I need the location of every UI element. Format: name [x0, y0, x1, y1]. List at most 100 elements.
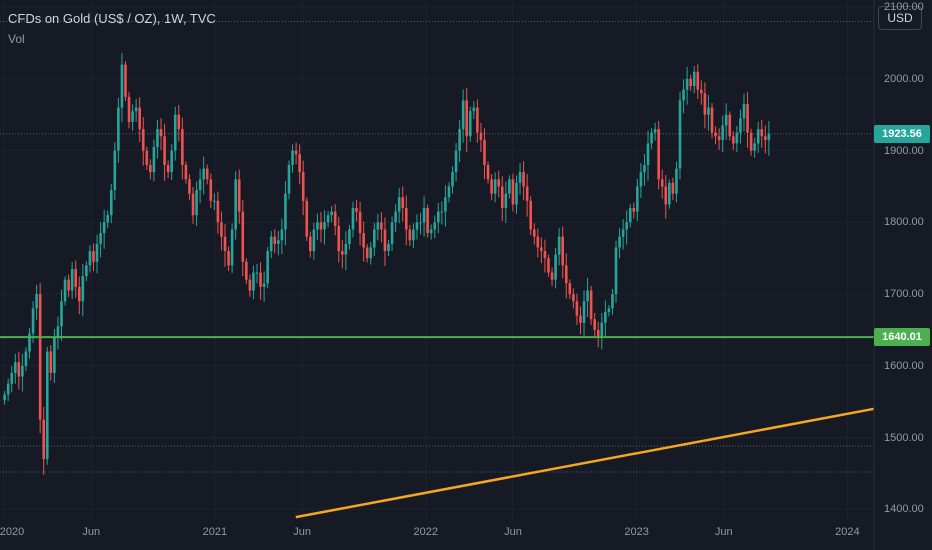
candle-body: [181, 129, 184, 165]
candle-body: [707, 107, 710, 115]
candle-body: [476, 107, 479, 133]
candle-body: [536, 236, 540, 248]
candle-body: [540, 247, 543, 252]
time-tick-label: 2021: [202, 526, 228, 538]
candle-body: [749, 132, 753, 151]
candle-body: [344, 243, 348, 255]
chart-grid: [0, 0, 874, 520]
candle-body: [248, 279, 252, 291]
candle-body: [586, 290, 589, 302]
candle-body: [628, 208, 632, 223]
candle-body: [348, 229, 351, 244]
candle-body: [685, 78, 689, 90]
candle-body: [81, 276, 85, 302]
candle-body: [589, 290, 593, 320]
candle-body: [387, 243, 390, 252]
candle-body: [408, 229, 412, 241]
candle-body: [500, 186, 504, 208]
candle-body: [440, 211, 444, 213]
time-tick-label: 2023: [624, 526, 649, 538]
candle-body: [95, 243, 99, 262]
candle-body: [49, 351, 53, 373]
candle-body: [618, 236, 621, 248]
candle-body: [739, 118, 742, 133]
candle-body: [692, 71, 696, 87]
candle-body: [234, 179, 237, 230]
candle-body: [643, 164, 646, 173]
candle-body: [149, 164, 152, 173]
trend-line[interactable]: [295, 407, 875, 519]
candle-body: [230, 229, 234, 266]
candle-body: [689, 78, 692, 87]
candle-body: [529, 200, 533, 230]
candle-body: [134, 107, 138, 112]
time-tick-label: 2020: [0, 526, 25, 538]
candle-body: [241, 211, 245, 262]
candle-body: [511, 179, 515, 205]
candle-body: [373, 229, 376, 248]
price-tick-label: 1900.00: [884, 144, 924, 157]
candle-body: [60, 301, 63, 327]
candle-body: [355, 208, 358, 212]
price-tick-label: 1600.00: [884, 359, 924, 372]
candle-body: [472, 107, 476, 112]
candle-body: [458, 129, 461, 151]
candle-body: [564, 265, 568, 284]
candle-body: [764, 136, 767, 140]
candle-body: [468, 111, 472, 137]
candle-body: [195, 190, 198, 216]
candle-body: [309, 236, 312, 252]
candle-body: [131, 111, 134, 122]
candle-body: [561, 236, 564, 266]
candle-body: [543, 251, 547, 259]
candle-body: [191, 193, 195, 216]
time-tick-label: Jun: [82, 526, 101, 538]
candle-body: [447, 186, 451, 198]
candle-body: [3, 394, 6, 401]
candle-body: [721, 125, 724, 140]
candle-body: [152, 147, 156, 173]
currency-button[interactable]: USD: [878, 6, 922, 30]
candle-body: [419, 222, 422, 224]
candle-body: [525, 186, 529, 201]
candle-body: [63, 279, 67, 302]
candle-body: [444, 197, 447, 212]
candle-body: [714, 132, 717, 137]
candle-body: [74, 268, 78, 287]
level-price-badge: 1640.01: [874, 328, 930, 347]
candle-body: [422, 208, 426, 223]
candle-body: [42, 419, 46, 460]
volume-label[interactable]: Vol: [8, 32, 25, 46]
candle-body: [220, 222, 223, 237]
candle-body: [678, 100, 682, 169]
candle-body: [294, 150, 298, 155]
candle-body: [483, 139, 486, 165]
candle-body: [45, 351, 49, 460]
candle-body: [266, 251, 269, 284]
candle-body: [390, 222, 394, 244]
candle-body: [376, 222, 380, 230]
candle-body: [205, 168, 209, 180]
candle-body: [657, 129, 660, 180]
candle-body: [604, 312, 607, 323]
dotted-levels: [0, 21, 874, 473]
candle-body: [412, 229, 415, 241]
candle-body: [429, 229, 433, 234]
candle-body: [280, 229, 284, 241]
candle-body: [465, 100, 469, 137]
candle-body: [572, 294, 575, 302]
candle-body: [611, 294, 614, 309]
candle-body: [273, 236, 277, 244]
candle-body: [291, 150, 294, 165]
candle-body: [227, 251, 230, 266]
candle-body: [177, 114, 181, 130]
candle-body: [109, 190, 113, 216]
candle-body: [13, 362, 17, 373]
candle-body: [732, 136, 735, 144]
candle-body: [316, 222, 319, 230]
candle-body: [145, 150, 149, 165]
candle-body: [127, 96, 131, 122]
chart-legend-title: CFDs on Gold (US$ / OZ), 1W, TVC: [8, 11, 216, 26]
candle-body: [337, 225, 341, 252]
